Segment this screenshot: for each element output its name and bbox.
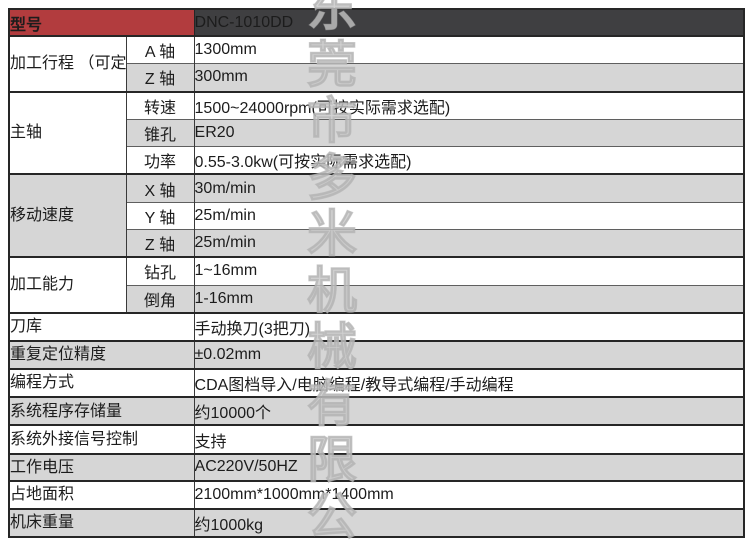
spec-row: 系统外接信号控制 支持 xyxy=(9,424,744,454)
spec-row: 加工能力 钻孔 1~16mm xyxy=(9,256,744,313)
spec-row: 系统程序存储量 约10000个 xyxy=(9,396,744,426)
spec-value: 30m/min xyxy=(194,173,744,203)
spec-section-label: 移动速度 xyxy=(9,173,127,258)
spec-row: 锥孔 ER20 xyxy=(9,118,744,147)
spec-row: 占地面积 2100mm*1000mm*1400mm xyxy=(9,480,744,509)
spec-sub-label: A 轴 xyxy=(126,35,195,64)
spec-value: 2100mm*1000mm*1400mm xyxy=(194,480,744,509)
spec-value: 1-16mm xyxy=(194,284,744,313)
spec-row: 倒角 1-16mm xyxy=(9,284,744,313)
spec-section-label: 重复定位精度 xyxy=(9,340,195,369)
spec-section-label: 主轴 xyxy=(9,90,127,175)
spec-value: CDA图档导入/电脑编程/教导式编程/手动编程 xyxy=(194,367,744,398)
spec-sub-label: Y 轴 xyxy=(126,201,195,230)
spec-value: 1300mm xyxy=(194,35,744,64)
spec-row: 刀库 手动换刀(3把刀) xyxy=(9,311,744,342)
spec-value: 0.55-3.0kw(可按实际需求选配) xyxy=(194,146,744,175)
spec-sub-label: 功率 xyxy=(126,146,195,175)
spec-section-label: 机床重量 xyxy=(9,507,195,537)
spec-row: 功率 0.55-3.0kw(可按实际需求选配) xyxy=(9,146,744,175)
spec-row: 重复定位精度 ±0.02mm xyxy=(9,340,744,369)
spec-section-label: 工作电压 xyxy=(9,452,195,482)
table-header-row: 型号 DNC-1010DD xyxy=(9,9,744,36)
spec-sub-label: Z 轴 xyxy=(126,228,195,258)
spec-sub-label: 锥孔 xyxy=(126,118,195,147)
spec-section-label: 系统外接信号控制 xyxy=(9,424,195,454)
model-header-label: 型号 xyxy=(9,9,195,36)
spec-row: 机床重量 约1000kg xyxy=(9,507,744,537)
spec-value: 支持 xyxy=(194,424,744,454)
spec-sub-label: 转速 xyxy=(126,90,195,120)
spec-section-label: 占地面积 xyxy=(9,480,195,509)
spec-section-label: 加工能力 xyxy=(9,256,127,313)
spec-row: 移动速度 X 轴 30m/min xyxy=(9,173,744,258)
spec-value: 手动换刀(3把刀) xyxy=(194,311,744,342)
spec-value: 约1000kg xyxy=(194,507,744,537)
spec-value: ER20 xyxy=(194,118,744,147)
spec-value: 25m/min xyxy=(194,201,744,230)
spec-row: 主轴 转速 1500~24000rpm(可按实际需求选配) xyxy=(9,90,744,175)
model-header-value: DNC-1010DD xyxy=(194,9,744,36)
spec-row: 工作电压 AC220V/50HZ xyxy=(9,452,744,482)
spec-sub-label: 钻孔 xyxy=(126,256,195,286)
spec-section-label: 刀库 xyxy=(9,311,195,342)
spec-row: Y 轴 25m/min xyxy=(9,201,744,230)
spec-row: 编程方式 CDA图档导入/电脑编程/教导式编程/手动编程 xyxy=(9,367,744,398)
spec-value: AC220V/50HZ xyxy=(194,452,744,482)
spec-value: 1500~24000rpm(可按实际需求选配) xyxy=(194,90,744,120)
spec-section-label: 加工行程 （可定制） xyxy=(9,35,127,92)
spec-row: Z 轴 300mm xyxy=(9,63,744,92)
spec-sub-label: X 轴 xyxy=(126,173,195,203)
spec-value: 25m/min xyxy=(194,228,744,258)
spec-sub-label: Z 轴 xyxy=(126,63,195,92)
spec-section-label: 系统程序存储量 xyxy=(9,396,195,426)
spec-sub-label: 倒角 xyxy=(126,284,195,313)
spec-section-label: 编程方式 xyxy=(9,367,195,398)
spec-row: Z 轴 25m/min xyxy=(9,228,744,258)
spec-value: 300mm xyxy=(194,63,744,92)
spec-value: 1~16mm xyxy=(194,256,744,286)
spec-value: 约10000个 xyxy=(194,396,744,426)
spec-value: ±0.02mm xyxy=(194,340,744,369)
